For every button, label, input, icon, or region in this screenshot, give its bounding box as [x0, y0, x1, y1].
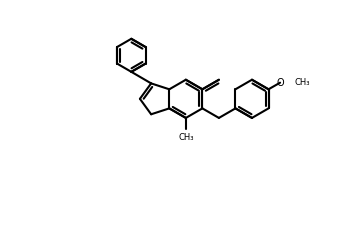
Text: CH₃: CH₃ [178, 133, 194, 143]
Text: O: O [276, 78, 284, 88]
Text: CH₃: CH₃ [295, 78, 310, 87]
